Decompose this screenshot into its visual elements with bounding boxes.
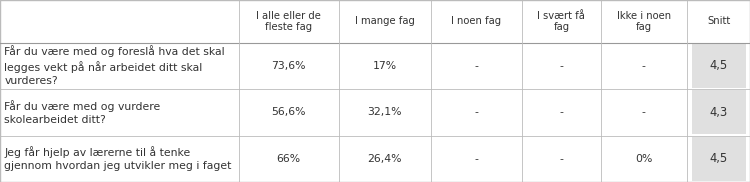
- Text: 0%: 0%: [635, 154, 652, 164]
- Text: 73,6%: 73,6%: [272, 61, 306, 71]
- Text: -: -: [560, 107, 563, 117]
- Text: -: -: [560, 61, 563, 71]
- Text: -: -: [474, 107, 478, 117]
- Text: I svært få
fag: I svært få fag: [538, 11, 585, 32]
- Text: Ikke i noen
fag: Ikke i noen fag: [616, 11, 671, 32]
- Text: 4,5: 4,5: [710, 152, 728, 165]
- Text: 4,3: 4,3: [710, 106, 728, 119]
- Text: I alle eller de
fleste fag: I alle eller de fleste fag: [256, 11, 321, 32]
- Text: Får du være med og foreslå hva det skal
legges vekt på når arbeidet ditt skal
vu: Får du være med og foreslå hva det skal …: [4, 46, 225, 86]
- Text: -: -: [642, 61, 646, 71]
- Text: -: -: [642, 107, 646, 117]
- Text: I mange fag: I mange fag: [355, 16, 415, 26]
- Text: I noen fag: I noen fag: [452, 16, 501, 26]
- Bar: [692, 137, 746, 181]
- Text: -: -: [474, 154, 478, 164]
- Bar: [692, 90, 746, 134]
- Text: -: -: [474, 61, 478, 71]
- Text: 26,4%: 26,4%: [368, 154, 402, 164]
- Bar: [692, 44, 746, 88]
- Text: 56,6%: 56,6%: [272, 107, 306, 117]
- Text: 17%: 17%: [373, 61, 397, 71]
- Text: 4,5: 4,5: [710, 60, 728, 72]
- Text: Får du være med og vurdere
skolearbeidet ditt?: Får du være med og vurdere skolearbeidet…: [4, 100, 160, 125]
- Text: Snitt: Snitt: [706, 16, 730, 26]
- Text: Jeg får hjelp av lærerne til å tenke
gjennom hvordan jeg utvikler meg i faget: Jeg får hjelp av lærerne til å tenke gje…: [4, 146, 232, 171]
- Text: 32,1%: 32,1%: [368, 107, 402, 117]
- Text: 66%: 66%: [277, 154, 301, 164]
- Text: -: -: [560, 154, 563, 164]
